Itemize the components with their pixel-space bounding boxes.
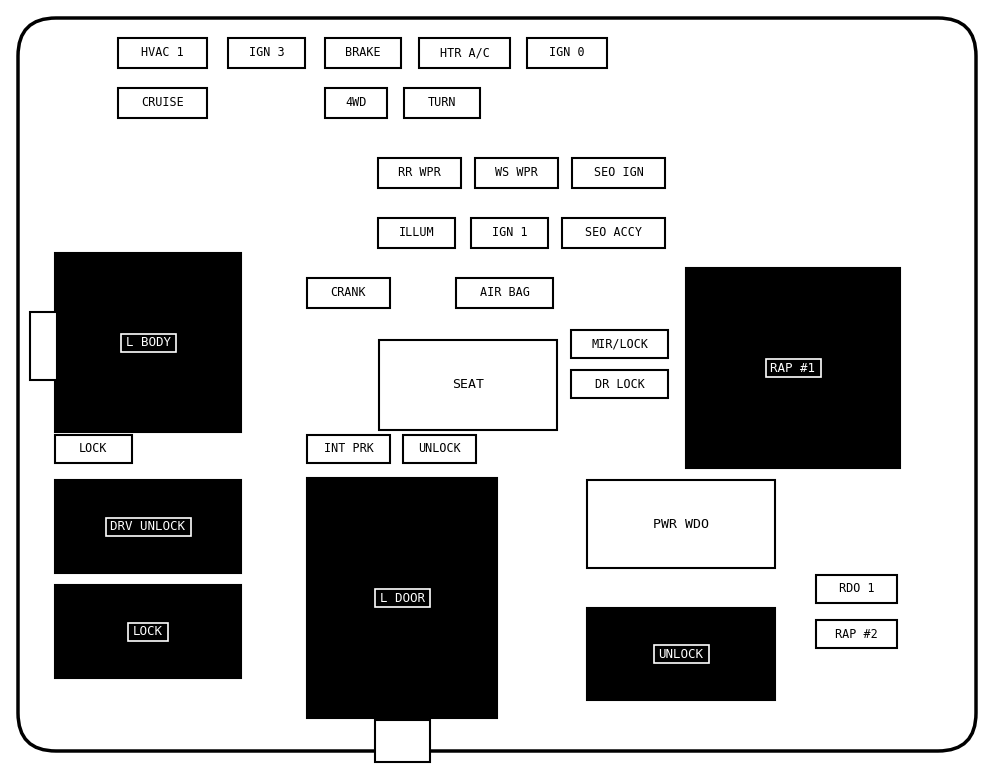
Text: SEO ACCY: SEO ACCY	[585, 227, 642, 239]
Text: ILLUM: ILLUM	[399, 227, 434, 239]
Text: CRANK: CRANK	[331, 287, 367, 299]
Bar	[30, 312, 57, 380]
Text: L DOOR: L DOOR	[380, 591, 424, 604]
Bar	[587, 480, 775, 568]
Bar	[471, 218, 548, 248]
Text: L BODY: L BODY	[125, 336, 171, 349]
Text: HTR A/C: HTR A/C	[439, 46, 489, 59]
Text: MIR/LOCK: MIR/LOCK	[591, 338, 648, 351]
Bar	[228, 38, 305, 68]
Bar	[562, 218, 665, 248]
Bar	[128, 622, 168, 641]
Text: UNLOCK: UNLOCK	[658, 647, 704, 661]
Bar	[527, 38, 607, 68]
Bar	[587, 608, 775, 700]
Text: CRUISE: CRUISE	[141, 96, 184, 109]
Text: SEAT: SEAT	[452, 378, 484, 391]
Text: BRAKE: BRAKE	[345, 46, 381, 59]
Text: UNLOCK: UNLOCK	[418, 442, 461, 455]
Bar	[55, 585, 241, 678]
Text: RAP #2: RAP #2	[835, 628, 878, 641]
Bar	[307, 478, 497, 718]
Text: LOCK: LOCK	[133, 625, 163, 638]
Bar	[378, 218, 455, 248]
Bar	[653, 645, 709, 663]
Bar	[379, 340, 557, 430]
Bar	[375, 720, 430, 762]
Bar	[378, 158, 461, 188]
FancyBboxPatch shape	[18, 18, 976, 751]
Bar	[307, 278, 390, 308]
Bar	[816, 575, 897, 603]
Bar	[419, 38, 510, 68]
Bar	[375, 589, 429, 607]
Bar	[55, 435, 132, 463]
Bar	[572, 158, 665, 188]
Bar	[325, 38, 401, 68]
Text: HVAC 1: HVAC 1	[141, 46, 184, 59]
Text: SEO IGN: SEO IGN	[593, 167, 643, 179]
Text: 4WD: 4WD	[345, 96, 367, 109]
Bar	[118, 88, 207, 118]
Text: RR WPR: RR WPR	[399, 167, 441, 179]
Text: IGN 3: IGN 3	[248, 46, 284, 59]
Bar	[765, 359, 820, 377]
Bar	[816, 620, 897, 648]
Text: RAP #1: RAP #1	[770, 361, 815, 375]
Text: INT PRK: INT PRK	[324, 442, 374, 455]
Text: IGN 1: IGN 1	[492, 227, 527, 239]
Bar	[456, 278, 553, 308]
Text: TURN: TURN	[427, 96, 456, 109]
Bar	[686, 268, 900, 468]
Text: LOCK: LOCK	[80, 442, 107, 455]
Bar	[55, 253, 241, 432]
Bar	[475, 158, 558, 188]
Bar	[325, 88, 387, 118]
Text: RDO 1: RDO 1	[839, 582, 875, 595]
Bar	[55, 480, 241, 573]
Text: WS WPR: WS WPR	[495, 167, 538, 179]
Text: DRV UNLOCK: DRV UNLOCK	[110, 520, 186, 533]
Bar	[403, 435, 476, 463]
Bar	[120, 334, 176, 351]
Text: AIR BAG: AIR BAG	[479, 287, 530, 299]
Bar	[307, 435, 390, 463]
Bar	[571, 370, 668, 398]
Bar	[404, 88, 480, 118]
Text: PWR WDO: PWR WDO	[653, 518, 709, 531]
Bar	[118, 38, 207, 68]
Text: IGN 0: IGN 0	[550, 46, 584, 59]
Text: DR LOCK: DR LOCK	[594, 378, 644, 391]
Bar	[571, 330, 668, 358]
Bar	[105, 518, 191, 535]
